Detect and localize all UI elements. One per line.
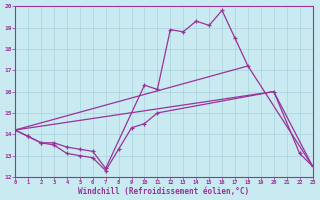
X-axis label: Windchill (Refroidissement éolien,°C): Windchill (Refroidissement éolien,°C) [78, 187, 249, 196]
